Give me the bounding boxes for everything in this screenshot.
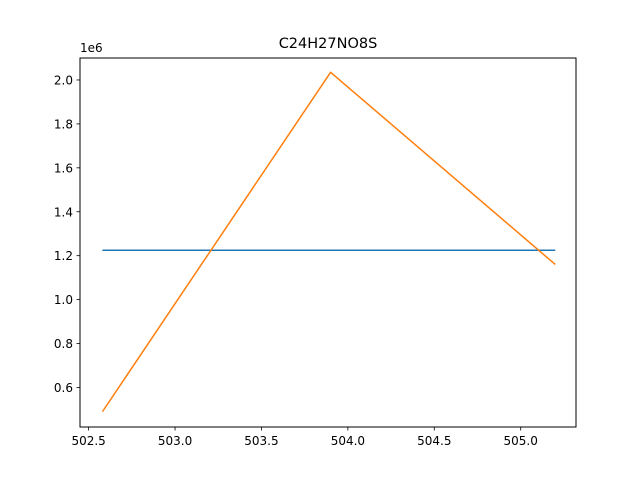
y-tick-label: 1.8 — [54, 117, 73, 131]
y-tick-label: 0.8 — [54, 337, 73, 351]
x-tick-label: 502.5 — [71, 434, 105, 448]
series-layer — [101, 71, 556, 413]
y-axis-offset-label: 1e6 — [80, 41, 103, 55]
x-axis: 502.5 503.0 503.5 504.0 504.5 505.0 — [71, 427, 538, 448]
y-tick-label: 0.6 — [54, 381, 73, 395]
x-tick-label: 504.0 — [331, 434, 365, 448]
x-tick-label: 503.5 — [244, 434, 278, 448]
series-line-2 — [101, 71, 556, 413]
y-tick-label: 1.6 — [54, 161, 73, 175]
plot-frame — [79, 57, 577, 428]
x-tick-label: 505.0 — [504, 434, 538, 448]
y-axis: 0.6 0.8 1.0 1.2 1.4 1.6 1.8 2.0 — [54, 73, 80, 395]
chart-title: C24H27NO8S — [279, 36, 378, 52]
x-tick-label: 504.5 — [417, 434, 451, 448]
y-tick-label: 2.0 — [54, 73, 73, 87]
y-tick-label: 1.4 — [54, 205, 73, 219]
y-tick-label: 1.0 — [54, 293, 73, 307]
x-tick-label: 503.0 — [158, 434, 192, 448]
y-tick-label: 1.2 — [54, 249, 73, 263]
